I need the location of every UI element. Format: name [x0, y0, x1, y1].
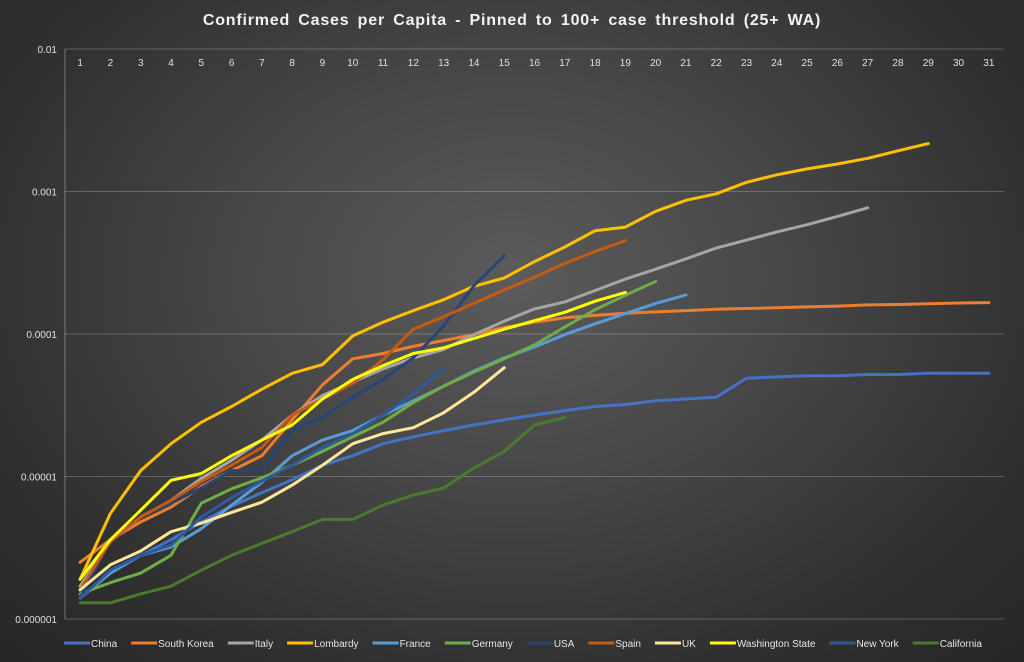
x-tick-label: 19	[620, 58, 632, 69]
x-tick-label: 2	[108, 58, 114, 69]
x-tick-label: 24	[771, 58, 783, 69]
x-tick-label: 12	[408, 58, 420, 69]
series-line-uk	[78, 366, 506, 592]
legend-label-spain: Spain	[615, 639, 641, 650]
x-tick-label: 22	[711, 58, 723, 69]
x-tick-label: 20	[650, 58, 662, 69]
x-tick-label: 9	[320, 58, 326, 69]
series-line-washington-state	[78, 290, 627, 581]
x-tick-label: 25	[802, 58, 814, 69]
legend-label-california: California	[940, 639, 983, 650]
x-tick-label: 13	[438, 58, 450, 69]
x-tick-label: 23	[741, 58, 753, 69]
legend-label-new-york: New York	[856, 639, 899, 650]
legend-label-italy: Italy	[255, 639, 273, 650]
x-tick-label: 4	[168, 58, 174, 69]
x-tick-label: 17	[559, 58, 571, 69]
y-tick-label: 0.001	[32, 188, 57, 199]
legend-label-washington-state: Washington State	[737, 639, 816, 650]
series-line-lombardy	[78, 142, 930, 581]
legend-label-france: France	[400, 639, 432, 650]
x-tick-label: 26	[832, 58, 844, 69]
x-tick-label: 8	[289, 58, 295, 69]
x-tick-label: 28	[892, 58, 904, 69]
x-tick-label: 27	[862, 58, 874, 69]
x-tick-label: 5	[199, 58, 205, 69]
x-tick-label: 11	[378, 58, 389, 69]
y-tick-label: 0.01	[38, 45, 58, 56]
x-tick-label: 7	[259, 58, 265, 69]
legend-label-uk: UK	[682, 639, 696, 650]
x-tick-label: 16	[529, 58, 541, 69]
series-line-south-korea	[78, 301, 991, 564]
x-tick-label: 31	[983, 58, 995, 69]
y-tick-label: 0.0001	[26, 330, 57, 341]
y-tick-label: 0.00001	[21, 473, 58, 484]
x-tick-label: 21	[680, 58, 692, 69]
series-line-spain	[78, 239, 627, 592]
x-tick-label: 29	[923, 58, 935, 69]
legend-label-usa: USA	[554, 639, 575, 650]
series-line-italy	[78, 206, 870, 588]
x-tick-label: 6	[229, 58, 235, 69]
x-tick-label: 18	[590, 58, 602, 69]
series-line-china	[78, 371, 991, 600]
x-tick-label: 10	[347, 58, 359, 69]
x-tick-label: 3	[138, 58, 144, 69]
x-tick-label: 30	[953, 58, 965, 69]
chart-title: Confirmed Cases per Capita - Pinned to 1…	[202, 12, 822, 29]
x-tick-label: 1	[77, 58, 83, 69]
series-line-germany	[78, 279, 658, 596]
series-line-new-york	[78, 367, 446, 600]
legend-label-china: China	[91, 639, 118, 650]
legend-label-germany: Germany	[472, 639, 513, 650]
x-tick-label: 14	[468, 58, 480, 69]
y-tick-label: 0.000001	[15, 615, 57, 626]
legend-label-south-korea: South Korea	[158, 639, 214, 650]
series-line-california	[78, 415, 567, 605]
series-line-usa	[78, 254, 506, 600]
legend-label-lombardy: Lombardy	[314, 639, 358, 650]
x-tick-label: 15	[499, 58, 511, 69]
